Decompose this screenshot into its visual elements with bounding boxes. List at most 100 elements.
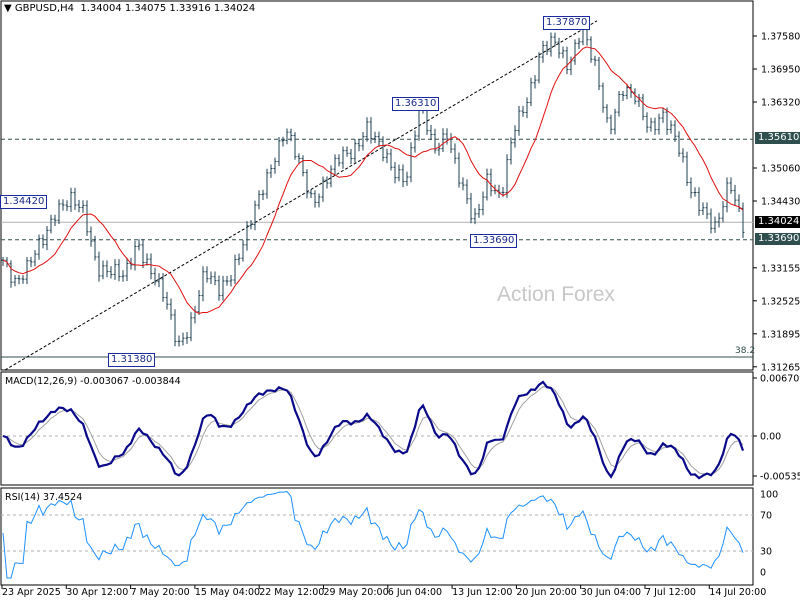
macd-tick-label: -0.00535 xyxy=(760,472,800,483)
price-bar xyxy=(301,155,305,177)
price-bar xyxy=(37,234,41,260)
price-bar xyxy=(85,200,89,236)
price-bar xyxy=(405,171,409,186)
price-bar xyxy=(473,208,477,225)
price-bar xyxy=(721,201,725,223)
price-bar xyxy=(369,117,373,144)
price-bar xyxy=(77,199,81,213)
price-bar xyxy=(297,153,301,165)
price-tick-label: 1.31265 xyxy=(761,362,800,373)
price-bar xyxy=(557,37,561,59)
price-bar xyxy=(669,120,673,134)
price-bar xyxy=(445,128,449,145)
price-bar xyxy=(457,152,461,188)
price-bar xyxy=(249,220,253,230)
price-bar xyxy=(485,168,489,201)
price-bar xyxy=(365,117,369,142)
price-tick-label: 1.35060 xyxy=(761,164,800,175)
price-bar xyxy=(117,259,121,282)
price-bar xyxy=(573,39,577,65)
time-tick-label: 7 May 20:00 xyxy=(131,587,190,598)
price-bar xyxy=(525,97,529,119)
price-bar xyxy=(177,335,181,347)
price-bar xyxy=(81,200,85,213)
annotation-left-high: 1.34420 xyxy=(0,195,48,209)
price-bar xyxy=(325,176,329,189)
price-bar xyxy=(225,275,229,286)
price-bar xyxy=(553,32,557,47)
price-bar xyxy=(705,202,709,220)
price-bar xyxy=(173,309,177,347)
price-bar xyxy=(545,40,549,55)
annotation-low: 1.31380 xyxy=(108,353,156,367)
price-bar xyxy=(21,275,25,284)
price-bar xyxy=(489,168,493,197)
price-bar xyxy=(197,290,201,315)
price-bar xyxy=(429,125,433,141)
price-bar xyxy=(253,200,257,231)
price-bar xyxy=(293,132,297,160)
price-bar xyxy=(737,194,741,212)
time-tick-label: 29 May 20:00 xyxy=(324,587,389,598)
annotation-high: 1.37870 xyxy=(543,16,591,30)
price-bar xyxy=(725,177,729,213)
price-bar xyxy=(605,104,609,123)
price-bar xyxy=(681,148,685,163)
price-tick-label: 1.36950 xyxy=(761,65,800,76)
time-tick-label: 6 Jun 04:00 xyxy=(388,587,442,598)
price-bar xyxy=(337,154,341,167)
price-bar xyxy=(697,187,701,216)
price-bar xyxy=(181,332,185,346)
price-bar xyxy=(317,193,321,208)
price-bar xyxy=(245,221,249,251)
price-bar xyxy=(41,234,45,249)
price-bar xyxy=(33,250,37,267)
price-bar xyxy=(45,226,49,251)
price-bar xyxy=(241,240,245,262)
support-price-label: 1.33690 xyxy=(755,233,800,245)
price-bar xyxy=(413,130,417,153)
price-bar xyxy=(73,187,77,210)
price-bar xyxy=(685,151,689,186)
price-bar xyxy=(133,240,137,271)
price-bar xyxy=(677,131,681,157)
watermark: Action Forex xyxy=(497,283,615,306)
price-bar xyxy=(617,91,621,117)
price-bar xyxy=(645,112,649,133)
triangle-down-icon[interactable]: ▼ xyxy=(4,3,12,14)
price-bar xyxy=(597,56,601,91)
fib-label: 38.2 xyxy=(735,346,756,356)
macd-pane xyxy=(0,371,754,486)
price-bar xyxy=(169,298,173,320)
price-bar xyxy=(377,131,381,147)
ohlc-readout: 1.34004 1.34075 1.33916 1.34024 xyxy=(80,3,256,14)
price-bar xyxy=(577,37,581,50)
price-bar xyxy=(13,274,17,287)
price-bar xyxy=(701,202,705,216)
price-bar xyxy=(165,291,169,310)
price-bar xyxy=(533,75,537,89)
price-bar xyxy=(613,108,617,135)
rsi-line xyxy=(2,491,744,579)
macd-tick-label: 0.006709 xyxy=(760,374,800,385)
price-bar xyxy=(105,260,109,278)
time-tick-label: 23 Apr 2025 xyxy=(2,587,61,598)
price-bar xyxy=(549,32,553,57)
rsi-pane xyxy=(0,487,754,586)
price-bar xyxy=(17,274,21,285)
price-bar xyxy=(189,312,193,342)
price-bar xyxy=(385,148,389,164)
price-bar xyxy=(409,142,413,183)
price-bar xyxy=(621,90,625,102)
macd-line xyxy=(2,380,745,480)
current-price-label: 1.34024 xyxy=(755,216,800,228)
price-bar xyxy=(537,52,541,84)
price-bar xyxy=(741,202,745,238)
price-tick-label: 1.31895 xyxy=(761,329,800,340)
time-tick-label: 30 Apr 12:00 xyxy=(66,587,128,598)
macd-tick-label: 0.00 xyxy=(760,432,781,443)
price-bar xyxy=(61,199,65,211)
price-bar xyxy=(205,266,209,283)
price-bar xyxy=(389,148,393,171)
rsi-tick-label: 0 xyxy=(760,568,766,579)
